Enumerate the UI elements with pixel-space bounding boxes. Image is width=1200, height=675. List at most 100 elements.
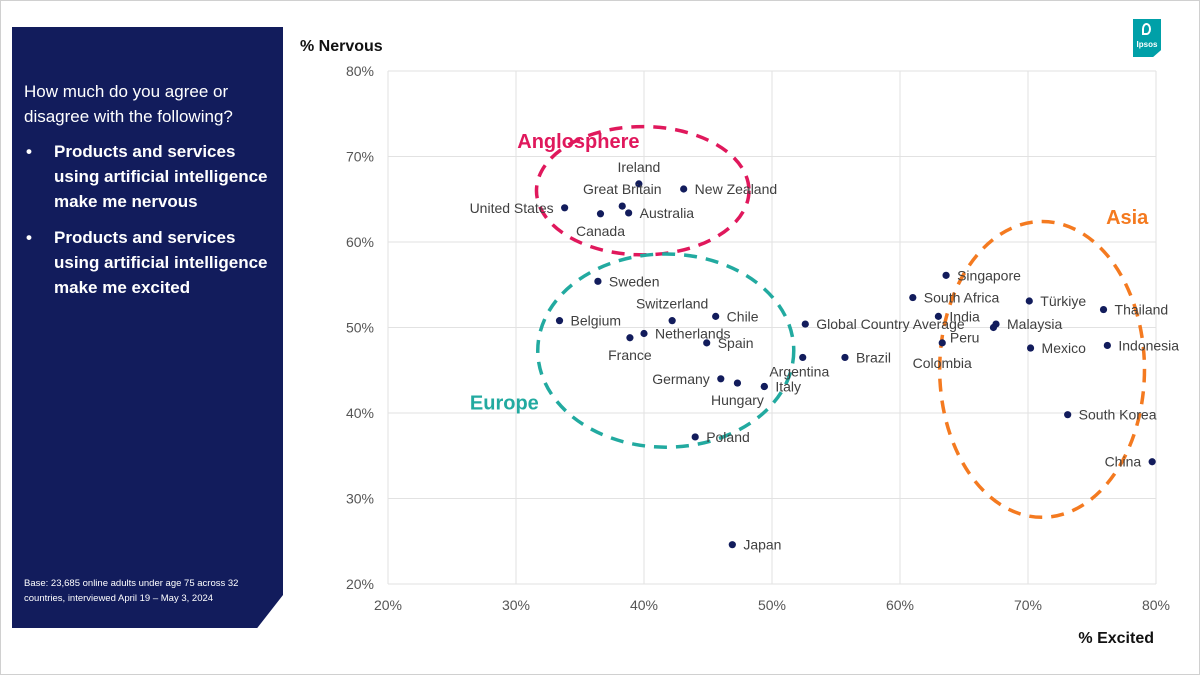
point-label: Japan: [743, 537, 781, 553]
data-point: [733, 379, 742, 387]
point-label: Indonesia: [1118, 337, 1179, 353]
y-tick-label: 20%: [346, 576, 374, 592]
group-ellipse: [536, 252, 796, 449]
data-point: [691, 433, 699, 441]
point-label: Türkiye: [1040, 293, 1086, 309]
x-tick-label: 40%: [630, 597, 658, 613]
group-ellipse: [937, 219, 1147, 520]
bullet-icon: •: [26, 142, 32, 161]
data-point: [801, 320, 809, 328]
point-label: Belgium: [571, 313, 622, 329]
data-point: [1148, 458, 1156, 466]
data-point: [989, 323, 998, 332]
data-point: [1103, 341, 1111, 350]
point-label: Germany: [652, 371, 710, 387]
point-label: South Korea: [1079, 407, 1157, 423]
y-tick-label: 80%: [346, 63, 374, 79]
point-label: Brazil: [856, 349, 891, 365]
y-tick-label: 60%: [346, 234, 374, 250]
bullet-icon: •: [26, 228, 32, 247]
statement-nervous-text: Products and services using artificial i…: [54, 142, 268, 211]
x-tick-label: 80%: [1142, 597, 1170, 613]
data-point: [635, 180, 643, 188]
question-panel: How much do you agree or disagree with t…: [12, 27, 283, 628]
point-label: South Africa: [924, 290, 1000, 306]
data-point: [799, 353, 807, 362]
point-label: Italy: [775, 378, 801, 394]
ipsos-logo: Ipsos: [1133, 19, 1161, 57]
x-tick-label: 60%: [886, 597, 914, 613]
point-label: United States: [470, 200, 554, 216]
point-label: New Zealand: [695, 181, 778, 197]
data-point: [640, 329, 648, 338]
group-label: Anglosphere: [517, 131, 639, 153]
point-label: Mexico: [1042, 340, 1087, 356]
data-point: [909, 293, 917, 302]
point-label: Global Country Average: [816, 316, 965, 332]
logo-mark-icon: [1142, 23, 1151, 35]
point-label: Sweden: [609, 273, 660, 289]
data-point: [625, 209, 633, 217]
point-label: Hungary: [711, 392, 764, 408]
data-point: [934, 312, 943, 320]
point-label: Netherlands: [655, 325, 731, 341]
data-point: [680, 185, 688, 193]
data-point: [712, 312, 720, 320]
y-tick-label: 30%: [346, 491, 374, 507]
data-point: [703, 339, 711, 347]
point-label: Chile: [727, 308, 759, 324]
question-text: How much do you agree or disagree with t…: [24, 82, 233, 126]
point-label: Canada: [576, 223, 625, 239]
y-tick-label: 70%: [346, 149, 374, 165]
point-label: Spain: [718, 335, 754, 351]
statement-excited: • Products and services using artificial…: [24, 225, 274, 300]
x-axis-title: % Excited: [1078, 630, 1154, 647]
statement-list: • Products and services using artificial…: [24, 139, 274, 311]
point-label: Colombia: [913, 355, 972, 371]
statement-nervous: • Products and services using artificial…: [24, 139, 274, 214]
data-point: [594, 277, 602, 285]
point-label: Singapore: [957, 267, 1021, 283]
data-point: [618, 202, 626, 210]
data-point: [1026, 344, 1035, 352]
base-note: Base: 23,685 online adults under age 75 …: [24, 578, 239, 604]
data-point: [841, 353, 849, 362]
y-tick-label: 50%: [346, 320, 374, 336]
group-label: Asia: [1106, 207, 1149, 229]
data-point: [561, 204, 569, 212]
data-point: [668, 317, 676, 325]
statement-excited-text: Products and services using artificial i…: [54, 228, 268, 297]
data-point: [760, 382, 768, 391]
point-label: Ireland: [617, 159, 660, 175]
group-label: Europe: [470, 393, 539, 415]
y-axis-title: % Nervous: [300, 38, 383, 55]
data-point: [555, 317, 564, 325]
logo-text: Ipsos: [1136, 40, 1158, 49]
point-label: France: [608, 347, 652, 363]
point-label: India: [949, 308, 980, 324]
data-point: [717, 375, 725, 383]
point-label: China: [1105, 454, 1142, 470]
data-point: [1025, 297, 1033, 305]
data-point: [942, 271, 950, 279]
data-point: [1099, 305, 1108, 314]
point-label: Peru: [950, 330, 980, 346]
x-tick-label: 20%: [374, 597, 402, 613]
x-tick-label: 30%: [502, 597, 530, 613]
data-point: [728, 541, 736, 549]
data-point: [596, 210, 605, 218]
data-point: [626, 334, 634, 342]
point-label: Argentina: [769, 363, 829, 379]
data-point: [938, 339, 946, 347]
point-label: Australia: [640, 205, 695, 221]
point-label: Poland: [706, 429, 750, 445]
x-tick-label: 50%: [758, 597, 786, 613]
x-tick-label: 70%: [1014, 597, 1042, 613]
point-label: Malaysia: [1007, 316, 1062, 332]
y-tick-label: 40%: [346, 405, 374, 421]
data-point: [1064, 411, 1072, 419]
point-label: Switzerland: [636, 296, 708, 312]
point-label: Thailand: [1115, 302, 1169, 318]
point-label: Great Britain: [583, 181, 662, 197]
